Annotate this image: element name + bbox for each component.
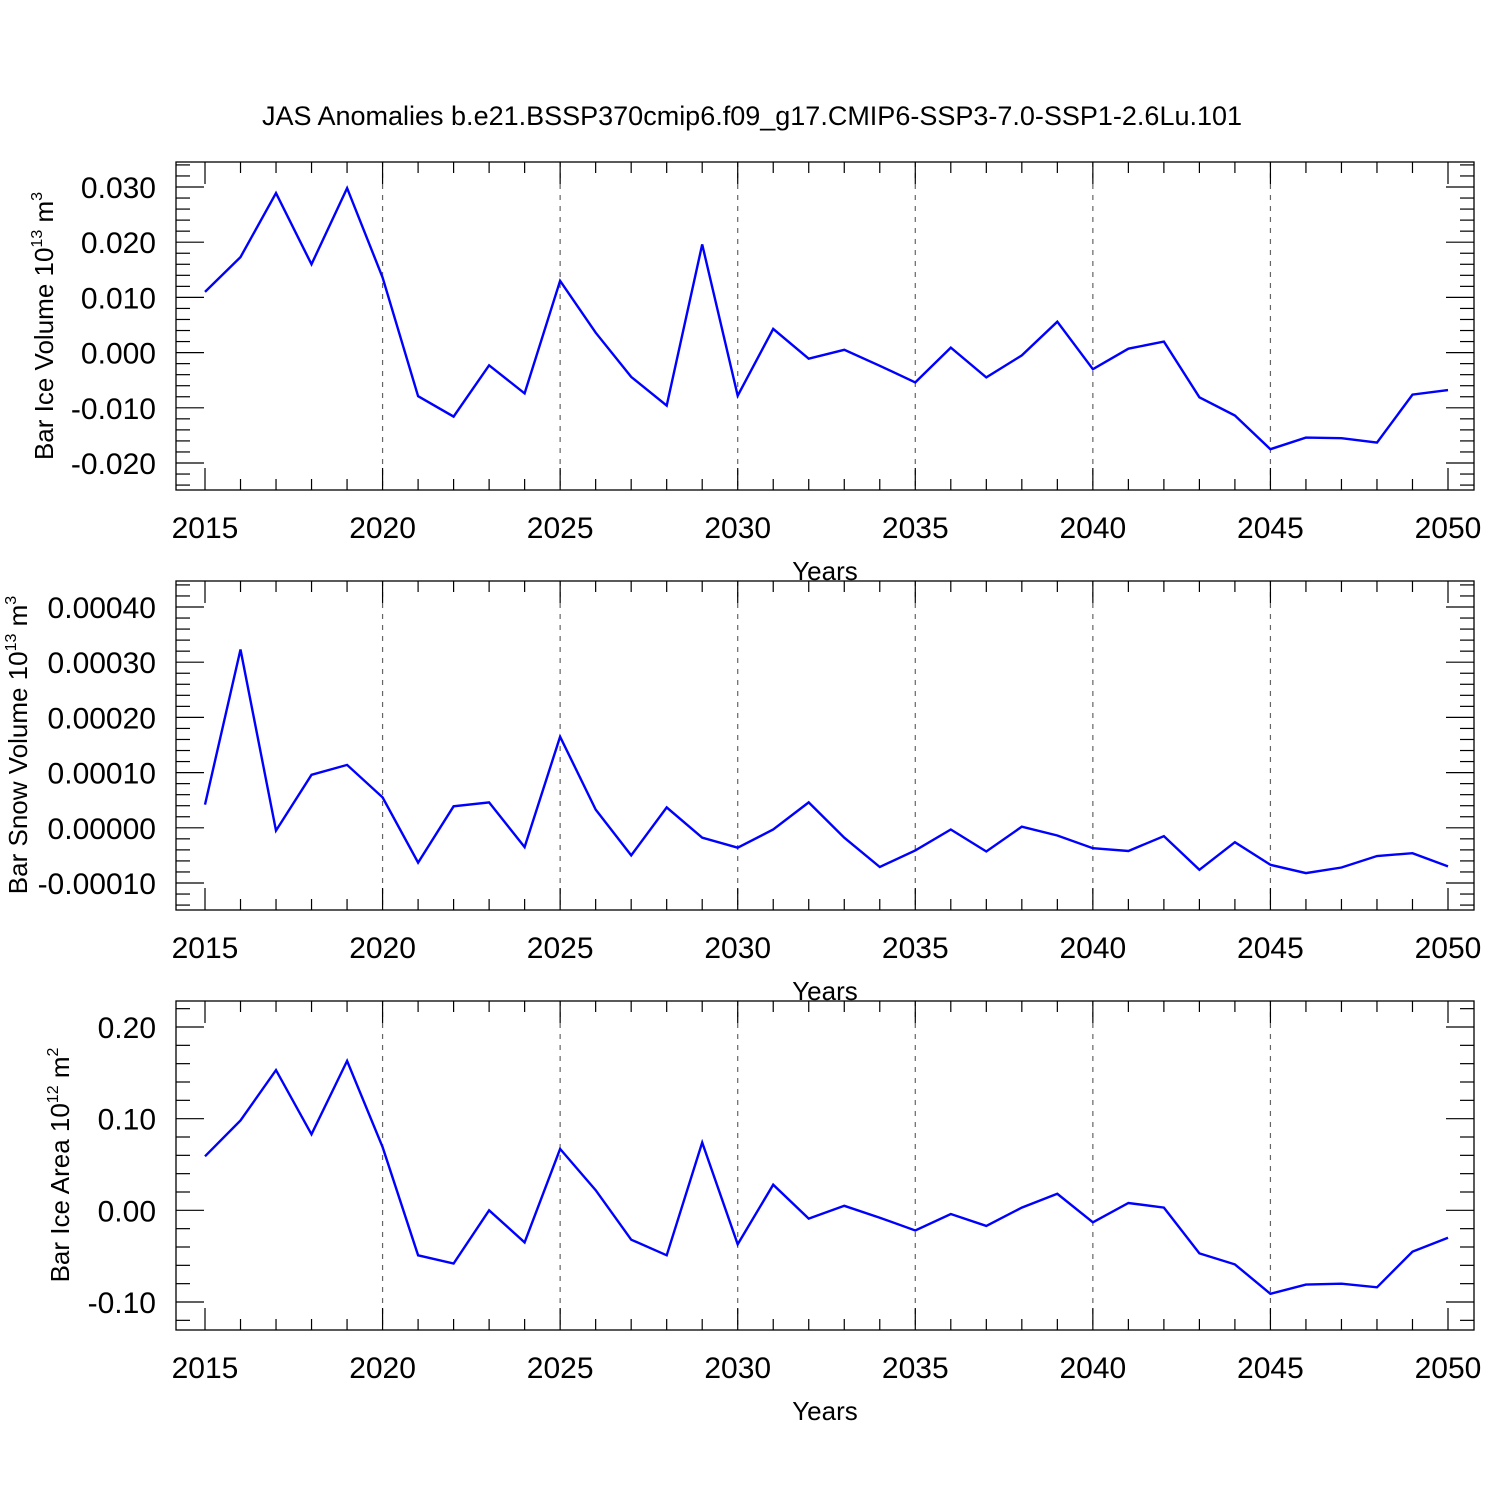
y-axis-label: Bar Ice Volume 1013 m3 (29, 192, 59, 460)
y-tick-label: 0.00040 (48, 592, 156, 625)
x-tick-label: 2015 (172, 1352, 239, 1385)
y-tick-label: -0.00010 (38, 868, 156, 901)
y-tick-label: -0.10 (88, 1287, 156, 1320)
y-tick-label: 0.010 (81, 282, 156, 315)
y-tick-label: -0.010 (71, 393, 156, 426)
x-tick-label: 2030 (704, 932, 771, 965)
x-tick-label: 2045 (1237, 932, 1304, 965)
chart-panel-1: -0.020 -0.010 0.000 0.010 0.020 0.030 2015 2020… (29, 161, 1482, 586)
y-tick-label: 0.00 (98, 1195, 156, 1228)
x-tick-label: 2030 (704, 1352, 771, 1385)
x-tick-label: 2050 (1415, 932, 1482, 965)
x-tick-label: 2025 (527, 932, 594, 965)
x-tick-label: 2035 (882, 932, 949, 965)
x-tick-label: 2045 (1237, 1352, 1304, 1385)
chart-panel-2: -0.00010 0.00000 0.00010 0.00020 0.00030 0.00… (3, 580, 1482, 1006)
y-tick-label: 0.000 (81, 338, 156, 371)
x-tick-label: 2050 (1415, 1352, 1482, 1385)
plot-frame (175, 580, 1475, 911)
x-tick-label: 2015 (172, 932, 239, 965)
figure-title: JAS Anomalies b.e21.BSSP370cmip6.f09_g17… (262, 101, 1242, 131)
y-tick-label: 0.00010 (48, 758, 156, 791)
y-axis-label: Bar Snow Volume 1013 m3 (3, 596, 33, 895)
x-tick-label: 2030 (704, 512, 771, 545)
x-tick-label: 2045 (1237, 512, 1304, 545)
x-tick-label: 2040 (1059, 932, 1126, 965)
x-tick-label: 2050 (1415, 512, 1482, 545)
x-tick-label: 2020 (349, 1352, 416, 1385)
y-tick-label: 0.020 (81, 227, 156, 260)
series-line (204, 185, 1449, 451)
plot-frame (175, 161, 1475, 491)
y-tick-label: -0.020 (71, 448, 156, 481)
x-tick-label: 2015 (172, 512, 239, 545)
x-tick-label: 2035 (882, 512, 949, 545)
series-line (204, 1057, 1449, 1296)
x-tick-label: 2020 (349, 512, 416, 545)
x-tick-label: 2040 (1059, 1352, 1126, 1385)
series-line (203, 649, 1449, 875)
x-tick-label: 2035 (882, 1352, 949, 1385)
y-tick-label: 0.00000 (48, 813, 156, 846)
y-tick-label: 0.030 (81, 172, 156, 205)
y-axis-label: Bar Ice Area 1012 m2 (45, 1047, 75, 1282)
y-tick-label: 0.00030 (48, 647, 156, 680)
plot-frame (175, 1000, 1475, 1331)
x-axis-label: Years (792, 1396, 858, 1426)
y-tick-label: 0.10 (98, 1104, 156, 1137)
chart-panel-3: -0.10 0.00 0.10 0.20 2015 2020 2025 2030 2035 204… (45, 1000, 1482, 1426)
x-tick-label: 2040 (1059, 512, 1126, 545)
y-tick-label: 0.00020 (48, 702, 156, 735)
x-tick-label: 2025 (527, 512, 594, 545)
x-tick-label: 2025 (527, 1352, 594, 1385)
y-tick-label: 0.20 (98, 1012, 156, 1045)
x-tick-label: 2020 (349, 932, 416, 965)
